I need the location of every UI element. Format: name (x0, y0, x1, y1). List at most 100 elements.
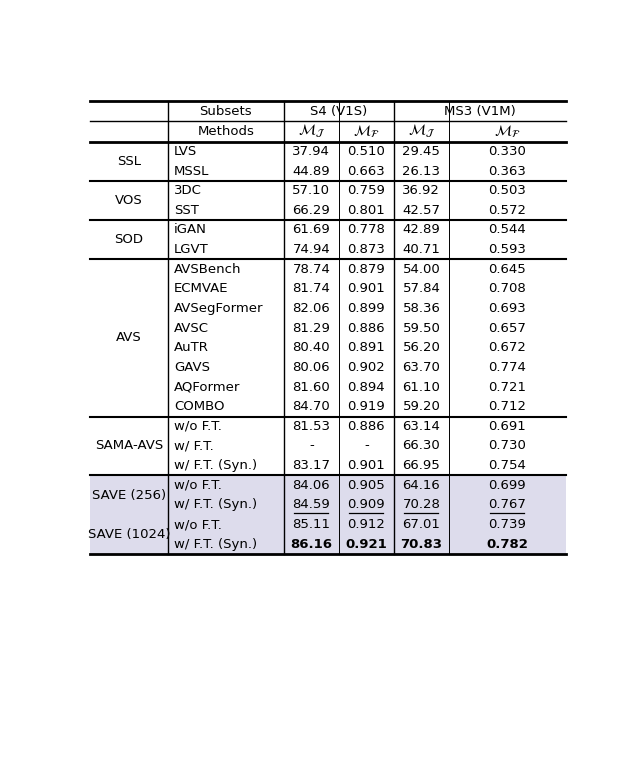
Text: GAVS: GAVS (174, 361, 210, 374)
Text: 0.663: 0.663 (348, 165, 385, 178)
Text: 80.40: 80.40 (292, 341, 330, 355)
Text: AVSC: AVSC (174, 322, 209, 334)
Text: COMBO: COMBO (174, 400, 224, 413)
Text: 58.36: 58.36 (403, 302, 440, 315)
Text: 85.11: 85.11 (292, 518, 330, 531)
Text: 0.657: 0.657 (488, 322, 526, 334)
Text: AQFormer: AQFormer (174, 380, 240, 393)
Text: 82.06: 82.06 (292, 302, 330, 315)
Text: 0.891: 0.891 (348, 341, 385, 355)
Text: 0.672: 0.672 (488, 341, 526, 355)
Text: 0.774: 0.774 (488, 361, 526, 374)
Text: 0.593: 0.593 (488, 243, 526, 256)
Text: 0.330: 0.330 (488, 145, 526, 158)
Text: 40.71: 40.71 (403, 243, 440, 256)
Text: 81.29: 81.29 (292, 322, 330, 334)
Text: 0.739: 0.739 (488, 518, 526, 531)
Text: 0.699: 0.699 (488, 479, 526, 492)
Text: 0.782: 0.782 (486, 538, 529, 551)
Text: -: - (364, 439, 369, 452)
Text: 0.645: 0.645 (488, 263, 526, 275)
Text: 0.767: 0.767 (488, 498, 526, 511)
Text: 54.00: 54.00 (403, 263, 440, 275)
Text: AVSBench: AVSBench (174, 263, 241, 275)
Text: 78.74: 78.74 (292, 263, 330, 275)
Text: 3DC: 3DC (174, 184, 202, 197)
Text: 44.89: 44.89 (292, 165, 330, 178)
Text: SSL: SSL (117, 154, 141, 168)
Text: 0.886: 0.886 (348, 420, 385, 433)
Text: w/ F.T. (Syn.): w/ F.T. (Syn.) (174, 459, 257, 472)
Text: 84.70: 84.70 (292, 400, 330, 413)
Text: 0.901: 0.901 (348, 459, 385, 472)
Text: 81.60: 81.60 (292, 380, 330, 393)
Text: 0.708: 0.708 (488, 282, 526, 296)
Text: AuTR: AuTR (174, 341, 209, 355)
Text: 0.510: 0.510 (348, 145, 385, 158)
Text: SOD: SOD (115, 234, 143, 246)
Text: 81.53: 81.53 (292, 420, 330, 433)
Text: 64.16: 64.16 (403, 479, 440, 492)
Text: 81.74: 81.74 (292, 282, 330, 296)
Text: LVS: LVS (174, 145, 197, 158)
Text: 0.886: 0.886 (348, 322, 385, 334)
Text: 84.59: 84.59 (292, 498, 330, 511)
Text: 63.14: 63.14 (403, 420, 440, 433)
Text: w/o F.T.: w/o F.T. (174, 479, 221, 492)
Text: 0.693: 0.693 (488, 302, 526, 315)
Text: 0.912: 0.912 (348, 518, 385, 531)
Text: w/ F.T.: w/ F.T. (174, 439, 214, 452)
Text: 0.363: 0.363 (488, 165, 526, 178)
Text: 86.16: 86.16 (291, 538, 332, 551)
Text: LGVT: LGVT (174, 243, 209, 256)
Text: 61.69: 61.69 (292, 223, 330, 237)
Text: 0.503: 0.503 (488, 184, 526, 197)
Text: SAVE (1024): SAVE (1024) (88, 528, 170, 541)
Text: w/ F.T. (Syn.): w/ F.T. (Syn.) (174, 538, 257, 551)
Text: 36.92: 36.92 (403, 184, 440, 197)
Text: VOS: VOS (115, 194, 143, 207)
Text: SAMA-AVS: SAMA-AVS (95, 439, 163, 452)
Text: 29.45: 29.45 (403, 145, 440, 158)
Text: 0.879: 0.879 (348, 263, 385, 275)
Text: 67.01: 67.01 (403, 518, 440, 531)
Text: 74.94: 74.94 (292, 243, 330, 256)
Text: MSSL: MSSL (174, 165, 209, 178)
Text: w/o F.T.: w/o F.T. (174, 518, 221, 531)
Text: 0.712: 0.712 (488, 400, 527, 413)
Text: 0.909: 0.909 (348, 498, 385, 511)
Text: 0.572: 0.572 (488, 204, 527, 217)
Text: 0.544: 0.544 (488, 223, 526, 237)
Text: 84.06: 84.06 (292, 479, 330, 492)
Text: 56.20: 56.20 (403, 341, 440, 355)
Text: 83.17: 83.17 (292, 459, 330, 472)
Text: 0.721: 0.721 (488, 380, 527, 393)
Text: 63.70: 63.70 (403, 361, 440, 374)
Text: w/ F.T. (Syn.): w/ F.T. (Syn.) (174, 498, 257, 511)
Text: 0.691: 0.691 (488, 420, 526, 433)
Text: Methods: Methods (197, 125, 254, 138)
Text: 0.902: 0.902 (348, 361, 385, 374)
Text: iGAN: iGAN (174, 223, 207, 237)
Text: 0.919: 0.919 (348, 400, 385, 413)
Text: MS3 (V1M): MS3 (V1M) (444, 105, 516, 117)
Text: 61.10: 61.10 (403, 380, 440, 393)
Text: 70.83: 70.83 (401, 538, 442, 551)
Text: 59.20: 59.20 (403, 400, 440, 413)
Text: $\mathcal{M}_{\mathcal{J}}$: $\mathcal{M}_{\mathcal{J}}$ (298, 123, 325, 140)
Text: 0.873: 0.873 (348, 243, 385, 256)
Text: 42.57: 42.57 (403, 204, 440, 217)
Text: 66.29: 66.29 (292, 204, 330, 217)
Text: 42.89: 42.89 (403, 223, 440, 237)
Text: 0.894: 0.894 (348, 380, 385, 393)
Text: Subsets: Subsets (200, 105, 252, 117)
Text: AVS: AVS (116, 331, 141, 345)
Text: 37.94: 37.94 (292, 145, 330, 158)
Bar (90, 476, 566, 554)
Text: 0.899: 0.899 (348, 302, 385, 315)
Text: 0.901: 0.901 (348, 282, 385, 296)
Text: 66.95: 66.95 (403, 459, 440, 472)
Text: AVSegFormer: AVSegFormer (174, 302, 263, 315)
Text: SST: SST (174, 204, 198, 217)
Text: S4 (V1S): S4 (V1S) (310, 105, 367, 117)
